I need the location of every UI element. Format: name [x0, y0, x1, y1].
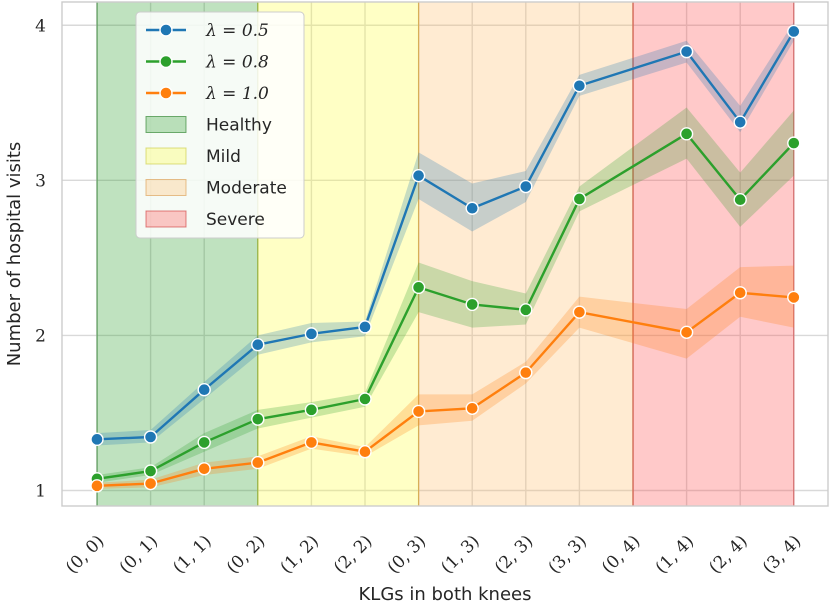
data-point — [679, 325, 694, 340]
data-point — [143, 430, 158, 444]
legend-swatch-mild — [145, 147, 187, 165]
data-point — [358, 392, 372, 406]
x-tick-label: (1, 4) — [652, 531, 698, 577]
data-point — [733, 193, 747, 207]
data-point — [197, 382, 211, 397]
x-tick-label: (0, 1) — [116, 531, 162, 577]
data-point — [519, 179, 533, 194]
data-point — [465, 201, 479, 215]
data-point — [90, 479, 104, 493]
data-point — [90, 432, 104, 447]
data-point — [251, 412, 265, 426]
region-moderate — [418, 2, 633, 506]
data-point — [572, 305, 587, 319]
y-axis-label: Number of hospital visits — [4, 142, 25, 367]
data-point — [411, 168, 426, 183]
data-point — [465, 401, 479, 416]
x-tick-label: (2, 4) — [705, 531, 751, 577]
data-point — [304, 403, 319, 417]
legend-swatch-healthy — [145, 116, 187, 133]
data-point — [465, 297, 479, 312]
x-tick-label: (1, 1) — [169, 531, 215, 577]
data-point — [358, 320, 372, 334]
data-point — [572, 192, 587, 206]
x-tick-label: (0, 2) — [223, 531, 269, 577]
legend: λ = 0.5 λ = 0.8 λ = 1.0 Healthy Mild Moderate… — [135, 11, 305, 239]
y-tick-label: 2 — [35, 326, 46, 346]
legend-label-severe: Severe — [206, 210, 265, 230]
x-tick-label: (1, 3) — [437, 531, 483, 577]
data-point — [251, 338, 265, 352]
y-tick-label: 3 — [35, 171, 46, 191]
data-point — [572, 79, 587, 93]
data-point — [787, 290, 801, 305]
legend-label-1: λ = 0.8 — [205, 53, 269, 73]
y-tick-label: 4 — [35, 16, 46, 36]
legend-label-0: λ = 0.5 — [205, 21, 269, 41]
data-point — [304, 435, 319, 450]
series-band-2 — [97, 265, 794, 489]
series-band-0 — [97, 22, 794, 446]
legend-label-mild: Mild — [206, 147, 241, 167]
data-point — [519, 365, 533, 380]
data-point — [251, 455, 265, 470]
data-point — [679, 127, 694, 141]
y-tick-label: 1 — [35, 481, 46, 501]
legend-swatch-moderate — [145, 179, 187, 196]
x-tick-label: (0, 0) — [62, 531, 108, 577]
legend-swatch-severe — [145, 210, 187, 228]
data-point — [304, 327, 319, 341]
data-point — [197, 435, 211, 450]
legend-marker-1 — [159, 54, 173, 69]
x-tick-label: (2, 2) — [330, 531, 376, 577]
x-tick-label: (3, 3) — [544, 531, 590, 577]
data-point — [733, 115, 747, 129]
x-tick-label: (0, 3) — [384, 531, 430, 577]
x-axis-label: KLGs in both knees — [359, 584, 532, 605]
x-tick-label: (3, 4) — [759, 531, 805, 577]
legend-marker-0 — [159, 23, 173, 37]
data-point — [519, 303, 533, 317]
x-tick-label: (0, 4) — [598, 531, 644, 577]
data-point — [679, 44, 694, 59]
data-point — [787, 24, 801, 39]
x-tick-label: (2, 3) — [491, 531, 537, 577]
axes-frame — [61, 1, 829, 507]
data-point — [143, 476, 158, 491]
data-point — [411, 280, 426, 295]
legend-box — [135, 11, 305, 239]
data-point — [143, 464, 158, 478]
legend-label-moderate: Moderate — [206, 179, 287, 199]
data-point — [787, 136, 801, 150]
legend-label-healthy: Healthy — [206, 116, 272, 136]
data-point — [358, 445, 372, 459]
data-point — [411, 404, 426, 419]
x-tick-label: (1, 2) — [276, 531, 322, 577]
legend-marker-2 — [159, 86, 173, 100]
data-point — [733, 286, 747, 300]
legend-label-2: λ = 1.0 — [205, 84, 269, 104]
data-point — [197, 462, 211, 476]
